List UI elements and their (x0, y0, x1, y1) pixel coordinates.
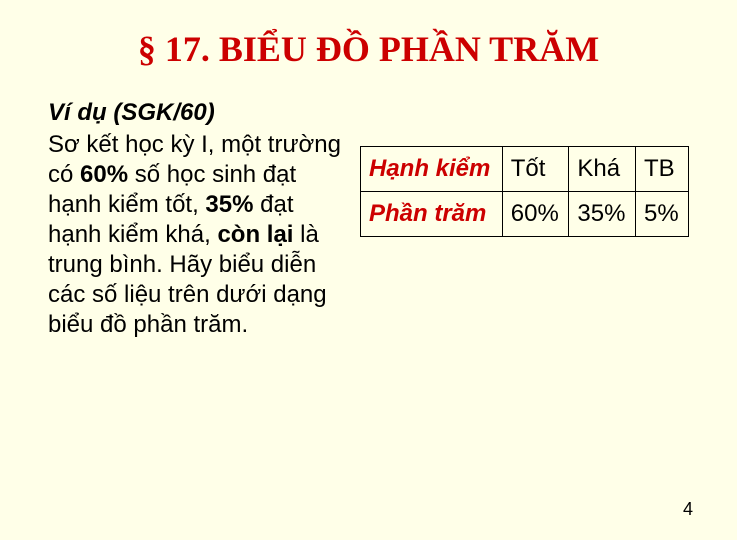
col-header-kha: Khá (569, 147, 636, 192)
cell-value-kha: 35% (569, 192, 636, 237)
content-row: Ví dụ (SGK/60) Sơ kết học kỳ I, một trườ… (48, 98, 689, 340)
body-text: Sơ kết học kỳ I, một trường có 60% số họ… (48, 130, 348, 340)
cell-value-tb: 5% (636, 192, 689, 237)
table-row: Hạnh kiểm Tốt Khá TB (361, 147, 689, 192)
row-label-phan-tram: Phần trăm (361, 192, 503, 237)
row-label-hanh-kiem: Hạnh kiểm (361, 147, 503, 192)
example-label: Ví dụ (SGK/60) (48, 98, 348, 128)
page-number: 4 (683, 499, 693, 520)
col-header-tb: TB (636, 147, 689, 192)
col-header-tot: Tốt (502, 147, 569, 192)
slide-title: § 17. BIỂU ĐỒ PHẦN TRĂM (48, 28, 689, 70)
text-column: Ví dụ (SGK/60) Sơ kết học kỳ I, một trườ… (48, 98, 348, 340)
table-row: Phần trăm 60% 35% 5% (361, 192, 689, 237)
table-column: Hạnh kiểm Tốt Khá TB Phần trăm 60% 35% 5… (360, 98, 689, 237)
cell-value-tot: 60% (502, 192, 569, 237)
percent-table: Hạnh kiểm Tốt Khá TB Phần trăm 60% 35% 5… (360, 146, 689, 237)
slide-container: § 17. BIỂU ĐỒ PHẦN TRĂM Ví dụ (SGK/60) S… (0, 0, 737, 340)
